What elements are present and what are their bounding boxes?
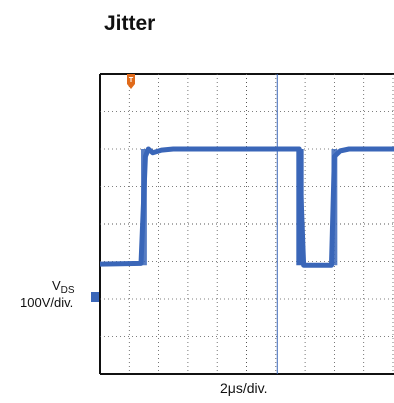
horizontal-scale: 2μs/div. bbox=[220, 380, 268, 396]
channel-subscript: DS bbox=[60, 285, 75, 296]
trace-line bbox=[99, 146, 394, 268]
vertical-scale: 100V/div. bbox=[20, 295, 74, 310]
channel-label: VDS bbox=[52, 278, 75, 296]
chart-title: Jitter bbox=[104, 12, 156, 35]
jitter-edge-band bbox=[331, 149, 338, 266]
ground-marker bbox=[91, 292, 99, 302]
trigger-marker: T bbox=[127, 74, 135, 89]
channel-name: V bbox=[52, 278, 61, 293]
jitter-edge-band bbox=[141, 149, 147, 266]
jitter-edge-band bbox=[296, 149, 304, 266]
trigger-icon bbox=[127, 74, 135, 89]
ground-icon bbox=[91, 292, 99, 302]
trace-group bbox=[99, 146, 394, 268]
trigger-label: T bbox=[129, 77, 134, 84]
